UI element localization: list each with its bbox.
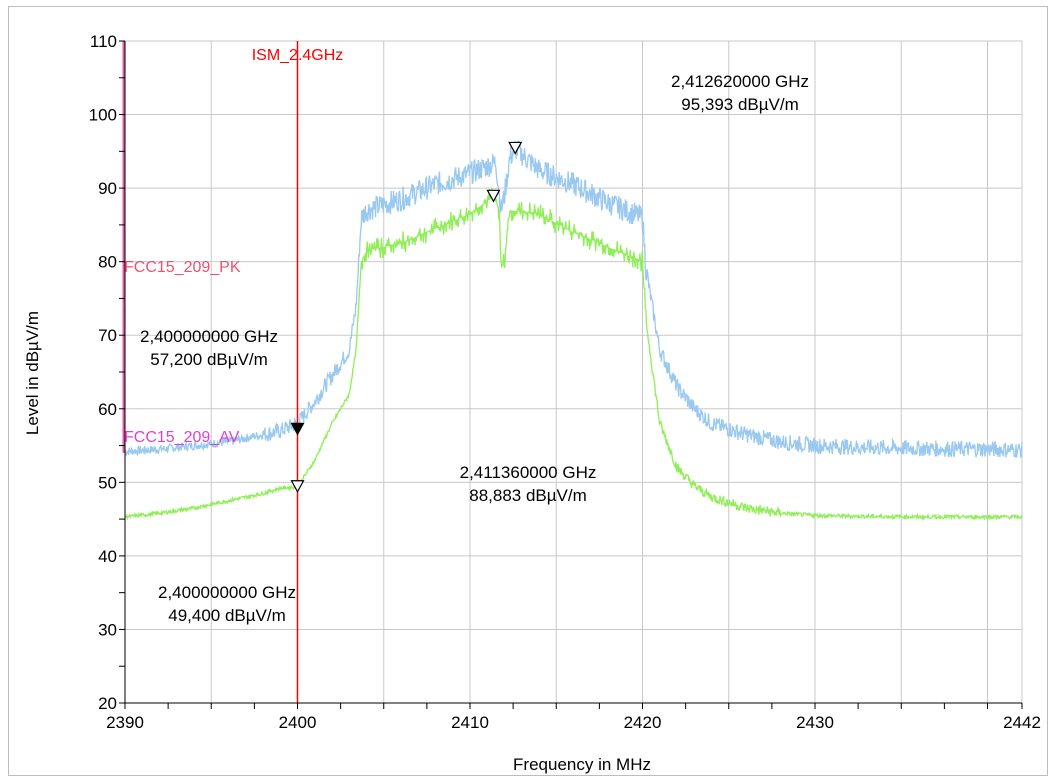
- y-tick-label: 50: [98, 473, 117, 492]
- y-tick-label: 60: [98, 400, 117, 419]
- x-tick-label: 2400: [279, 713, 317, 732]
- x-tick-label: 2442: [1003, 713, 1041, 732]
- grid: [125, 40, 1023, 703]
- y-tick-label: 90: [98, 179, 117, 198]
- marker-triangle: [486, 189, 501, 203]
- chart-frame: [8, 6, 1048, 776]
- y-tick-label: 80: [98, 253, 117, 272]
- y-tick-label: 110: [90, 32, 117, 51]
- y-tick-label: 40: [98, 547, 117, 566]
- marker-label-frequency: 2,412620000 GHz: [671, 72, 809, 91]
- ism-marker-label: ISM_2.4GHz: [252, 47, 344, 64]
- marker-label-level: 57,200 dBµV/m: [150, 350, 268, 369]
- axes: Frequency in MHz Level in dBµV/m 20 30 40 5…: [23, 32, 1041, 774]
- marker-label-frequency: 2,411360000 GHz: [460, 463, 597, 482]
- series-line-peak: [124, 139, 1023, 458]
- x-axis-label: Frequency in MHz: [513, 755, 651, 774]
- x-tick-label: 2430: [796, 713, 834, 732]
- marker-label-level: 88,883 dBµV/m: [469, 486, 587, 505]
- series-line-average: [124, 187, 1023, 522]
- marker-labels: FCC15_209_PK FCC15_209_AV ISM_2.4GHz 2,4000…: [124, 47, 809, 625]
- marker-label-level: 95,393 dBµV/m: [681, 95, 799, 114]
- limit-label-pk: FCC15_209_PK: [124, 259, 241, 276]
- x-tick-label: 2410: [451, 713, 489, 732]
- marker-label-frequency: 2,400000000 GHz: [158, 583, 296, 602]
- y-tick-label: 70: [98, 326, 117, 345]
- x-tick-label: 2390: [106, 713, 144, 732]
- y-axis-label: Level in dBµV/m: [23, 311, 42, 435]
- markers: [290, 141, 523, 493]
- marker-label-frequency: 2,400000000 GHz: [140, 327, 278, 346]
- marker-triangle: [290, 480, 305, 493]
- marker-label-level: 49,400 dBµV/m: [168, 606, 286, 625]
- marker-triangle: [290, 422, 305, 436]
- limit-label-av: FCC15_209_AV: [124, 429, 240, 446]
- y-tick-label: 100: [89, 106, 117, 125]
- y-tick-label: 20: [98, 694, 117, 713]
- x-tick-label: 2420: [624, 713, 662, 732]
- marker-triangle: [508, 141, 523, 155]
- y-tick-label: 30: [98, 620, 117, 639]
- series-group: [124, 139, 1023, 522]
